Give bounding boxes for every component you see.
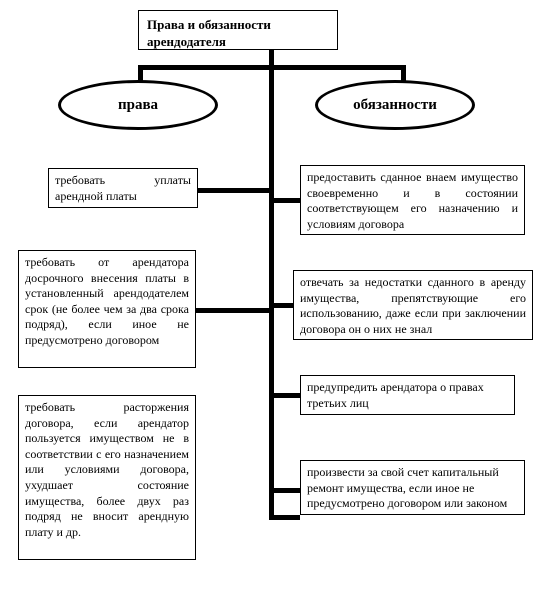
right-header-ellipse: обязанности [315, 80, 475, 130]
duty-box-2: отвечать за недостатки сданного в аренду… [293, 270, 533, 340]
right-box-3: требовать расторжения договора, если аре… [18, 395, 196, 560]
left-branch-1 [198, 188, 271, 193]
right-text-1: требовать уплаты арендной платы [55, 173, 191, 203]
title-box: Права и обязанности арендодателя [138, 10, 338, 50]
left-header-text: права [118, 97, 158, 114]
right-branch-3 [272, 393, 300, 398]
title-text: Права и обязанности арендодателя [147, 17, 271, 49]
trunk [269, 50, 274, 520]
right-text-3: требовать расторжения договора, если аре… [25, 400, 189, 539]
right-text-2: требовать от арендатора досрочного внесе… [25, 255, 189, 347]
duty-text-2: отвечать за недостатки сданного в аренду… [300, 275, 526, 336]
left-header-ellipse: права [58, 80, 218, 130]
duty-text-3: предупредить арендатора о правах третьих… [307, 380, 484, 410]
duty-text-1: предоставить сданное внаем имущество сво… [307, 170, 518, 231]
duty-box-4: произвести за свой счет капитальный ремо… [300, 460, 525, 515]
right-branch-1 [272, 198, 300, 203]
duty-box-1: предоставить сданное внаем имущество сво… [300, 165, 525, 235]
title-connector [271, 50, 272, 51]
right-header-text: обязанности [353, 97, 437, 114]
duty-text-4: произвести за свой счет капитальный ремо… [307, 465, 507, 510]
top-split-h [138, 65, 406, 70]
duty-box-3: предупредить арендатора о правах третьих… [300, 375, 515, 415]
right-branch-4 [272, 488, 300, 493]
right-branch-2 [272, 303, 293, 308]
right-box-2: требовать от арендатора досрочного внесе… [18, 250, 196, 368]
trunk-foot [269, 515, 300, 520]
right-box-1: требовать уплаты арендной платы [48, 168, 198, 208]
left-branch-2 [196, 308, 271, 313]
